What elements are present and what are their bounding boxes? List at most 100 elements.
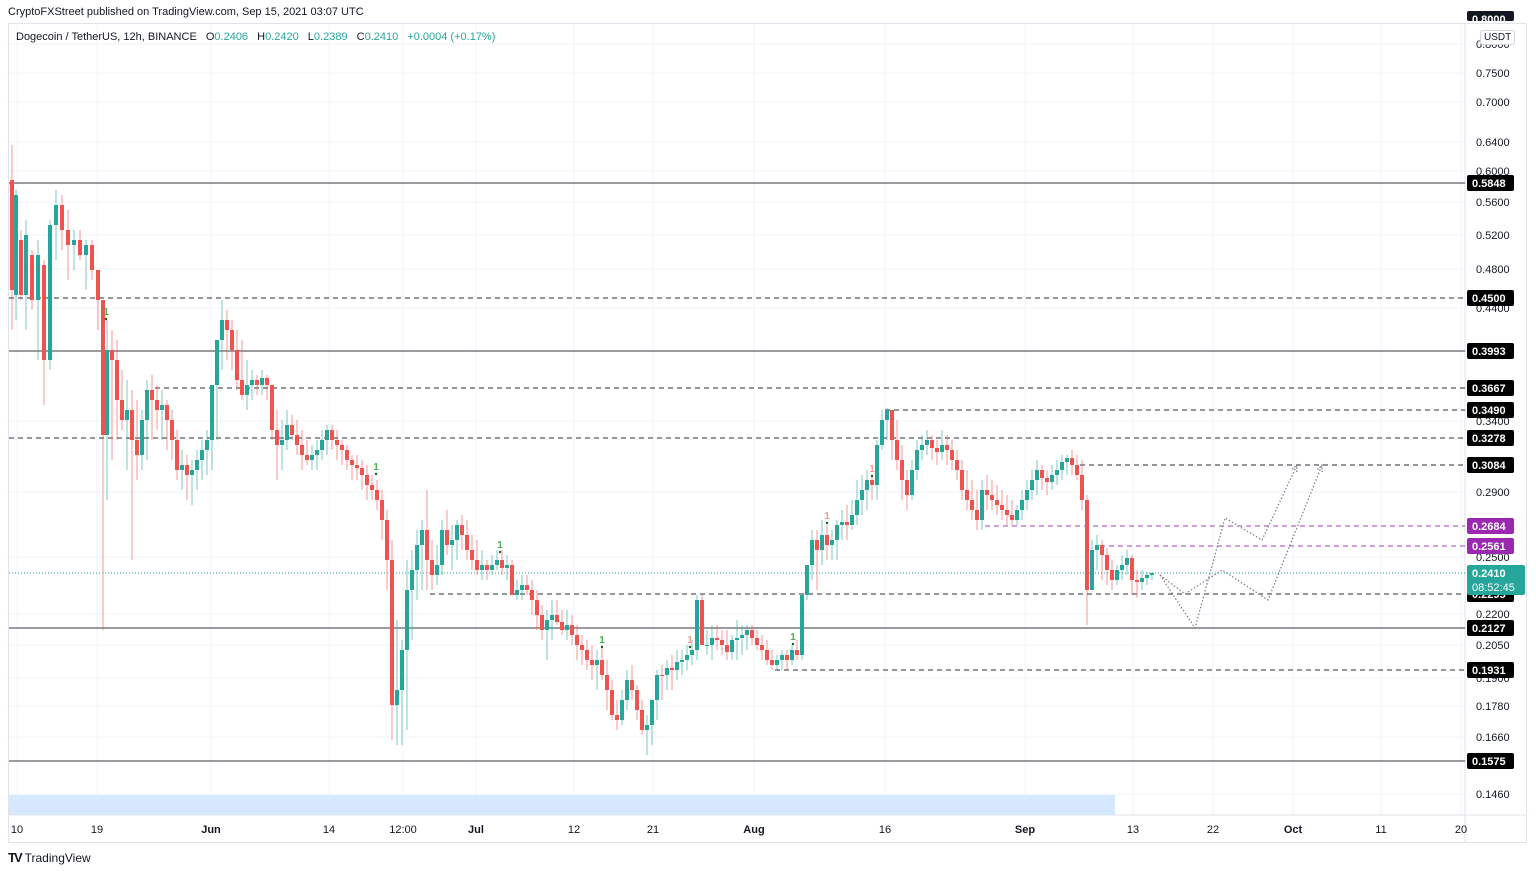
candle-up [250, 380, 254, 385]
candle-down [995, 500, 999, 505]
sequential-count-marker: 1 [869, 464, 875, 475]
candle-down [630, 680, 634, 690]
price-axis-tag: 0.2561 [1467, 538, 1514, 554]
candle-down [345, 450, 349, 460]
candle-down [355, 465, 359, 468]
candle-up [320, 440, 324, 450]
candle-up [310, 455, 314, 460]
candle-up [245, 385, 249, 395]
candle-down [585, 650, 589, 660]
candle-down [825, 535, 829, 545]
time-axis-tick: Aug [743, 824, 764, 836]
candle-up [84, 245, 88, 255]
marker-dot [688, 645, 692, 649]
time-axis-tick: Oct [1284, 824, 1303, 836]
marker-dot [825, 521, 829, 525]
candle-down [1010, 515, 1014, 520]
candle-up [830, 540, 834, 545]
candle-up [1120, 565, 1124, 570]
candle-down [300, 445, 304, 455]
candle-up [885, 410, 889, 420]
candle-down [30, 255, 34, 300]
marker-dot [791, 642, 795, 646]
sequential-count-marker: 1 [599, 635, 605, 646]
candle-up [1050, 475, 1054, 482]
currency-badge[interactable]: USDT [1480, 30, 1516, 45]
candle-down [380, 500, 384, 520]
candle-up [395, 690, 399, 705]
candle-down [240, 380, 244, 395]
time-axis-tick: 21 [647, 824, 659, 836]
candle-up [545, 620, 549, 630]
candle-down [350, 460, 354, 465]
candle-up [775, 660, 779, 665]
brand-name[interactable]: TradingView [24, 850, 91, 865]
svg-text:0.2410: 0.2410 [1472, 568, 1506, 580]
candle-up [625, 680, 629, 700]
projection-arrow-icon [1291, 463, 1298, 473]
candle-up [205, 440, 209, 450]
candle-up [1055, 470, 1059, 475]
candle-up [36, 255, 40, 300]
price-axis-tag: 0.2410 08:52:45 [1467, 565, 1525, 595]
candle-down [425, 530, 429, 560]
candle-down [750, 630, 754, 638]
candle-down [175, 440, 179, 470]
price-axis-tick: 0.1460 [1476, 789, 1510, 801]
candle-down [335, 440, 339, 445]
candle-up [315, 450, 319, 455]
candle-down [270, 385, 274, 430]
candle-down [670, 668, 674, 670]
candle-down [1105, 555, 1109, 570]
candle-up [745, 630, 749, 635]
candle-down [1135, 580, 1139, 582]
candle-up [260, 378, 264, 385]
candle-down [950, 450, 954, 460]
sequential-count-marker: 1 [103, 307, 109, 318]
candle-down [900, 460, 904, 480]
high-label: H [257, 31, 266, 43]
marker-dot [498, 550, 502, 554]
footer: TV TradingView [8, 850, 91, 865]
candle-down [340, 445, 344, 450]
candle-up [48, 225, 52, 360]
chart-frame [8, 23, 1527, 843]
symbol-name[interactable]: Dogecoin / TetherUS, 12h, BINANCE [16, 31, 197, 43]
candle-up [710, 638, 714, 645]
candle-up [685, 655, 689, 660]
price-axis-tag: 0.3490 [1467, 402, 1514, 418]
svg-text:0.3993: 0.3993 [1472, 346, 1506, 358]
candle-up [195, 460, 199, 470]
candle-up [1115, 570, 1119, 580]
candle-down [485, 565, 489, 570]
candle-down [755, 638, 759, 645]
candle-down [715, 638, 719, 640]
session-highlight-band [9, 795, 1115, 815]
candle-up [160, 405, 164, 410]
candle-up [1150, 573, 1154, 575]
candle-up [740, 635, 744, 638]
time-axis-tick: 10 [11, 824, 23, 836]
candle-down [230, 330, 234, 350]
candle-down [895, 440, 899, 460]
candle-up [515, 590, 519, 595]
candle-up [1145, 575, 1149, 578]
candle-down [1070, 458, 1074, 465]
candle-down [555, 615, 559, 622]
candle-down [600, 660, 604, 675]
candle-up [875, 445, 879, 485]
price-axis-tag: 0.1575 [1467, 753, 1514, 769]
candle-down [135, 440, 139, 455]
candle-down [975, 510, 979, 520]
candle-down [785, 655, 789, 660]
candle-down [385, 520, 389, 560]
candle-up [455, 525, 459, 540]
candle-down [560, 622, 564, 630]
time-axis-tick: 16 [879, 824, 891, 836]
candle-down [445, 530, 449, 545]
price-axis-tick: 0.3400 [1476, 416, 1510, 428]
svg-text:0.4500: 0.4500 [1472, 293, 1506, 305]
candle-down [795, 650, 799, 655]
candle-down [540, 615, 544, 630]
